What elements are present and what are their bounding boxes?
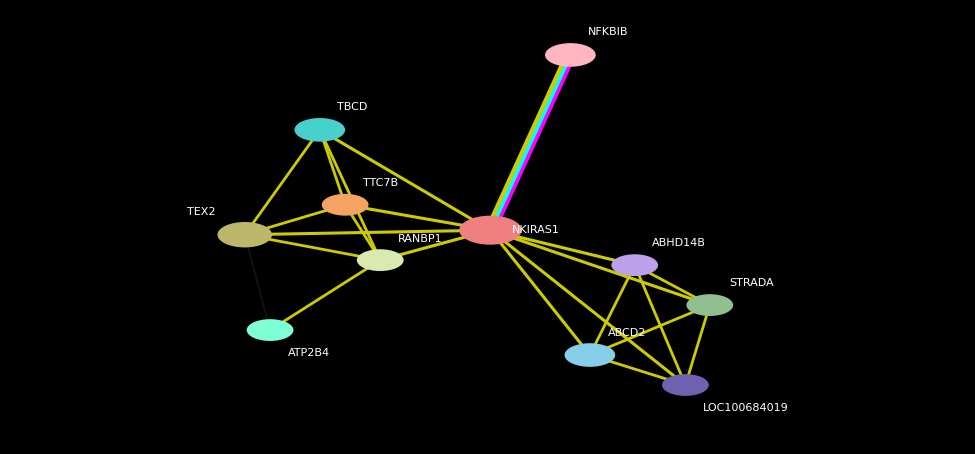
Circle shape bbox=[662, 374, 709, 396]
Text: RANBP1: RANBP1 bbox=[398, 234, 443, 244]
Circle shape bbox=[217, 222, 272, 247]
Circle shape bbox=[565, 343, 615, 367]
Text: NFKBIB: NFKBIB bbox=[588, 27, 629, 37]
Circle shape bbox=[294, 118, 345, 142]
Circle shape bbox=[545, 43, 596, 67]
Text: TBCD: TBCD bbox=[337, 102, 368, 112]
Circle shape bbox=[322, 194, 369, 216]
Circle shape bbox=[686, 294, 733, 316]
Circle shape bbox=[611, 254, 658, 276]
Text: TEX2: TEX2 bbox=[187, 207, 215, 217]
Text: TTC7B: TTC7B bbox=[363, 178, 398, 188]
Text: ATP2B4: ATP2B4 bbox=[288, 348, 330, 358]
Circle shape bbox=[357, 249, 404, 271]
Text: LOC100684019: LOC100684019 bbox=[703, 403, 789, 413]
Text: ABCD2: ABCD2 bbox=[607, 328, 645, 338]
Text: ABHD14B: ABHD14B bbox=[652, 238, 706, 248]
Text: STRADA: STRADA bbox=[729, 278, 774, 288]
Text: NKIRAS1: NKIRAS1 bbox=[512, 225, 560, 235]
Circle shape bbox=[247, 319, 293, 341]
Circle shape bbox=[459, 216, 522, 245]
